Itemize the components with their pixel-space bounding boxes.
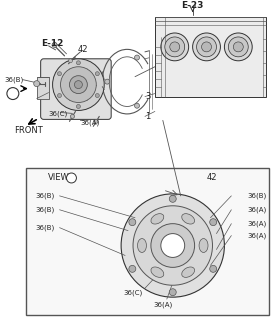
Circle shape [134,55,139,60]
Text: VIEW: VIEW [48,173,69,182]
Ellipse shape [202,42,211,52]
Circle shape [68,59,72,63]
Circle shape [129,265,136,272]
Circle shape [94,119,98,123]
Circle shape [34,81,40,87]
Text: 36(B): 36(B) [36,206,55,213]
Circle shape [169,195,176,202]
Text: 1: 1 [145,112,150,121]
Text: A: A [10,91,15,97]
Ellipse shape [151,214,164,224]
Text: 36(A): 36(A) [248,220,267,227]
Ellipse shape [199,239,208,252]
Text: 36(A): 36(A) [248,206,267,213]
Circle shape [52,43,57,47]
Circle shape [121,194,224,297]
Text: 36(B): 36(B) [36,224,55,231]
Text: 36(A): 36(A) [153,302,172,308]
Circle shape [7,88,19,100]
Text: 36(C): 36(C) [49,110,68,117]
Circle shape [210,265,217,272]
Circle shape [151,224,195,268]
Text: 36(A): 36(A) [248,232,267,239]
Text: E-12: E-12 [41,39,63,48]
Circle shape [210,219,217,226]
Ellipse shape [165,37,185,57]
Ellipse shape [151,267,164,277]
Ellipse shape [233,42,243,52]
Circle shape [67,173,76,183]
Text: 36(A): 36(A) [80,119,100,126]
Ellipse shape [197,37,216,57]
Ellipse shape [224,33,252,61]
FancyBboxPatch shape [37,77,49,99]
Ellipse shape [182,267,195,277]
Circle shape [129,219,136,226]
Circle shape [133,206,213,285]
Circle shape [60,67,96,102]
Ellipse shape [228,37,248,57]
Text: 36(B): 36(B) [36,193,55,199]
Circle shape [53,59,104,110]
FancyBboxPatch shape [155,17,266,97]
Text: 42: 42 [77,45,88,54]
Circle shape [95,93,99,98]
FancyBboxPatch shape [26,168,269,315]
Circle shape [57,72,62,76]
Circle shape [95,72,99,76]
Ellipse shape [138,239,147,252]
Ellipse shape [170,42,180,52]
Ellipse shape [182,214,195,224]
Text: FRONT: FRONT [14,126,43,135]
Text: 36(B): 36(B) [5,76,24,83]
Text: 3: 3 [145,92,151,101]
Circle shape [169,289,176,296]
Ellipse shape [192,33,221,61]
Text: 36(C): 36(C) [123,290,143,296]
Text: E-23: E-23 [182,1,204,10]
Circle shape [134,103,139,108]
Circle shape [75,81,82,89]
Text: A: A [69,175,74,181]
Ellipse shape [161,33,189,61]
Circle shape [76,61,80,65]
Circle shape [70,115,75,118]
Text: 36(B): 36(B) [248,193,267,199]
FancyBboxPatch shape [41,59,111,119]
Circle shape [76,105,80,108]
Circle shape [161,234,185,257]
Circle shape [105,79,110,84]
Text: 42: 42 [206,173,217,182]
Circle shape [57,93,62,98]
Circle shape [70,76,87,93]
